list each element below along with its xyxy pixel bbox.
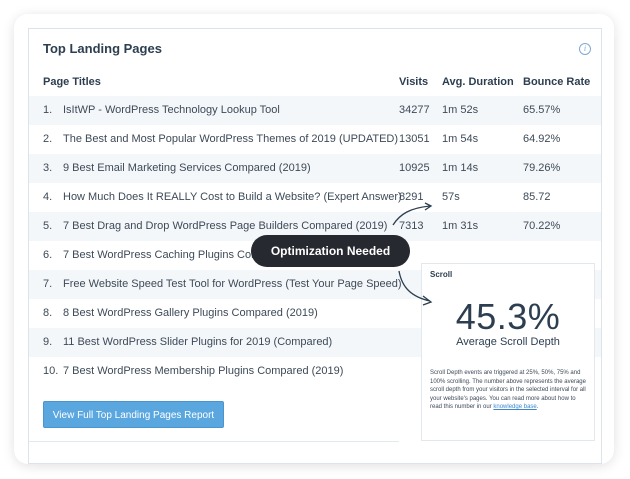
page-title-cell: Free Website Speed Test Tool for WordPre… bbox=[63, 278, 402, 290]
page-title-cell: 8 Best WordPress Gallery Plugins Compare… bbox=[63, 307, 318, 319]
arrow-down-head bbox=[422, 295, 433, 306]
duration-cell: 1m 54s bbox=[442, 133, 479, 145]
table-row[interactable]: 6. 7 Best WordPress Caching Plugins Comp bbox=[29, 241, 601, 270]
header-page-titles: Page Titles bbox=[43, 76, 101, 88]
header-bounce-rate: Bounce Rate bbox=[523, 76, 591, 88]
visits-cell: 34277 bbox=[399, 104, 430, 116]
knowledge-base-link[interactable]: knowledge base bbox=[493, 404, 537, 410]
bounce-rate-cell: 65.57% bbox=[523, 104, 561, 116]
bounce-rate-cell: 70.22% bbox=[523, 220, 561, 232]
row-number: 8. bbox=[43, 307, 53, 319]
scroll-label: Average Scroll Depth bbox=[456, 336, 560, 348]
bounce-rate-cell: 79.26% bbox=[523, 162, 561, 174]
header-visits: Visits bbox=[399, 76, 429, 88]
duration-cell: 1m 52s bbox=[442, 104, 479, 116]
page-title-cell: The Best and Most Popular WordPress Them… bbox=[63, 133, 399, 145]
visits-cell: 10925 bbox=[399, 162, 430, 174]
scroll-title: Scroll bbox=[430, 270, 453, 279]
panel-title: Top Landing Pages bbox=[43, 41, 162, 56]
table-row[interactable]: 3. 9 Best Email Marketing Services Compar… bbox=[29, 154, 601, 183]
bounce-rate-cell: 64.92% bbox=[523, 133, 561, 145]
scroll-depth-panel: Scroll 45.3% Average Scroll Depth Scroll… bbox=[421, 263, 595, 441]
arrow-up-head bbox=[424, 202, 433, 211]
page-title-cell: 11 Best WordPress Slider Plugins for 201… bbox=[63, 336, 333, 348]
row-number: 4. bbox=[43, 191, 53, 203]
page-title-cell: IsItWP - WordPress Technology Lookup Too… bbox=[63, 104, 280, 116]
view-full-report-button[interactable]: View Full Top Landing Pages Report bbox=[43, 401, 224, 428]
table-row[interactable]: 8. 8 Best WordPress Gallery Plugins Compa… bbox=[29, 299, 601, 328]
duration-cell: 1m 14s bbox=[442, 162, 479, 174]
page-title-cell: 7 Best Drag and Drop WordPress Page Buil… bbox=[63, 220, 388, 232]
info-icon[interactable]: i bbox=[579, 43, 591, 55]
page-title-cell: 7 Best WordPress Caching Plugins Comp bbox=[63, 249, 267, 261]
arrow-up-to-row-4 bbox=[392, 205, 431, 226]
optimization-needed-callout: Optimization Needed bbox=[251, 235, 410, 267]
row-number: 1. bbox=[43, 104, 53, 116]
scroll-description-text: Scroll Depth events are triggered at 25%… bbox=[430, 370, 586, 410]
row-number: 2. bbox=[43, 133, 53, 145]
row-number: 7. bbox=[43, 278, 53, 290]
bounce-rate-cell: 85.72 bbox=[523, 191, 551, 203]
visits-cell: 8291 bbox=[399, 191, 424, 203]
scroll-description-period: . bbox=[536, 404, 539, 410]
visits-cell: 7313 bbox=[399, 220, 424, 232]
table-row[interactable]: 4. How Much Does It REALLY Cost to Build … bbox=[29, 183, 601, 212]
scroll-percent: 45.3% bbox=[455, 296, 561, 337]
divider bbox=[29, 441, 399, 442]
page-title-cell: 9 Best Email Marketing Services Compared… bbox=[63, 162, 311, 174]
header-avg-duration: Avg. Duration bbox=[442, 76, 514, 88]
page-title-cell: 7 Best WordPress Membership Plugins Comp… bbox=[63, 365, 344, 377]
table-row[interactable]: 10. 7 Best WordPress Membership Plugins C… bbox=[29, 357, 601, 386]
duration-cell: 57s bbox=[442, 191, 460, 203]
table-row[interactable]: 1. IsItWP - WordPress Technology Lookup T… bbox=[29, 96, 601, 125]
arrow-down-to-scroll bbox=[398, 270, 431, 302]
duration-cell: 1m 31s bbox=[442, 220, 479, 232]
row-number: 5. bbox=[43, 220, 53, 232]
table-row[interactable]: 2. The Best and Most Popular WordPress Th… bbox=[29, 125, 601, 154]
row-number: 6. bbox=[43, 249, 53, 261]
visits-cell: 13051 bbox=[399, 133, 430, 145]
scroll-description: Scroll Depth events are triggered at 25%… bbox=[430, 369, 588, 412]
row-number: 10. bbox=[43, 365, 59, 377]
page-title-cell: How Much Does It REALLY Cost to Build a … bbox=[63, 191, 402, 203]
row-number: 3. bbox=[43, 162, 53, 174]
row-number: 9. bbox=[43, 336, 53, 348]
table-row[interactable]: 5. 7 Best Drag and Drop WordPress Page Bu… bbox=[29, 212, 601, 241]
